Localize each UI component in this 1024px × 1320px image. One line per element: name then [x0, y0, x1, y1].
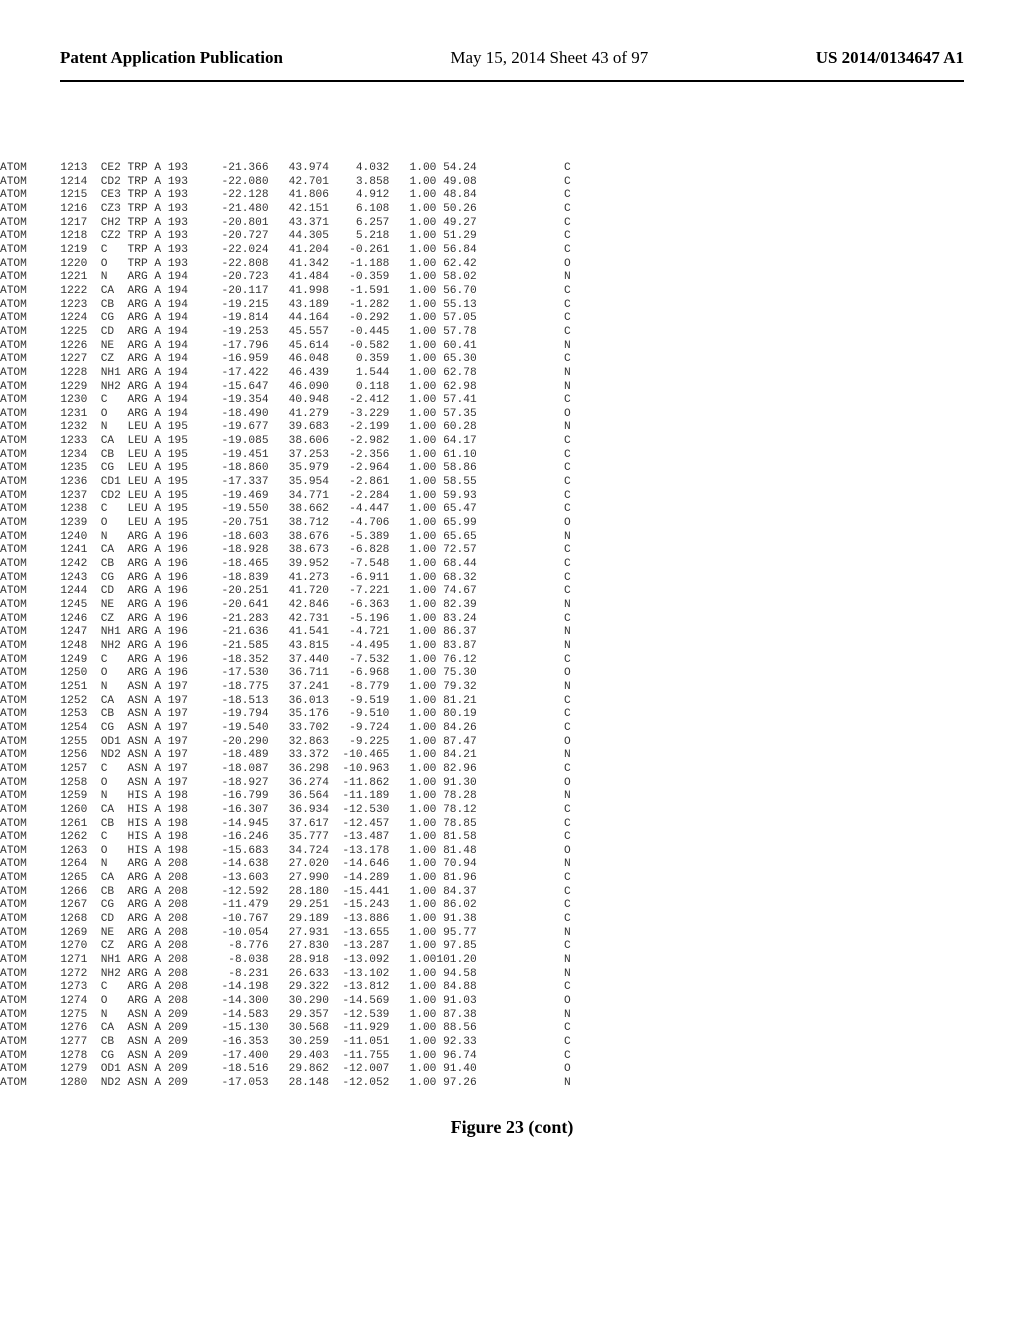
- header-sheet-info: May 15, 2014 Sheet 43 of 97: [450, 48, 648, 68]
- header-pub-number: US 2014/0134647 A1: [816, 48, 964, 68]
- pdb-atom-table: ATOM 1213 CE2 TRP A 193 -21.366 43.974 4…: [0, 162, 1024, 1091]
- header-publication: Patent Application Publication: [60, 48, 283, 68]
- page-header: Patent Application Publication May 15, 2…: [0, 0, 1024, 76]
- page-content: ATOM 1213 CE2 TRP A 193 -21.366 43.974 4…: [0, 82, 1024, 1138]
- figure-caption: Figure 23 (cont): [0, 1117, 1024, 1138]
